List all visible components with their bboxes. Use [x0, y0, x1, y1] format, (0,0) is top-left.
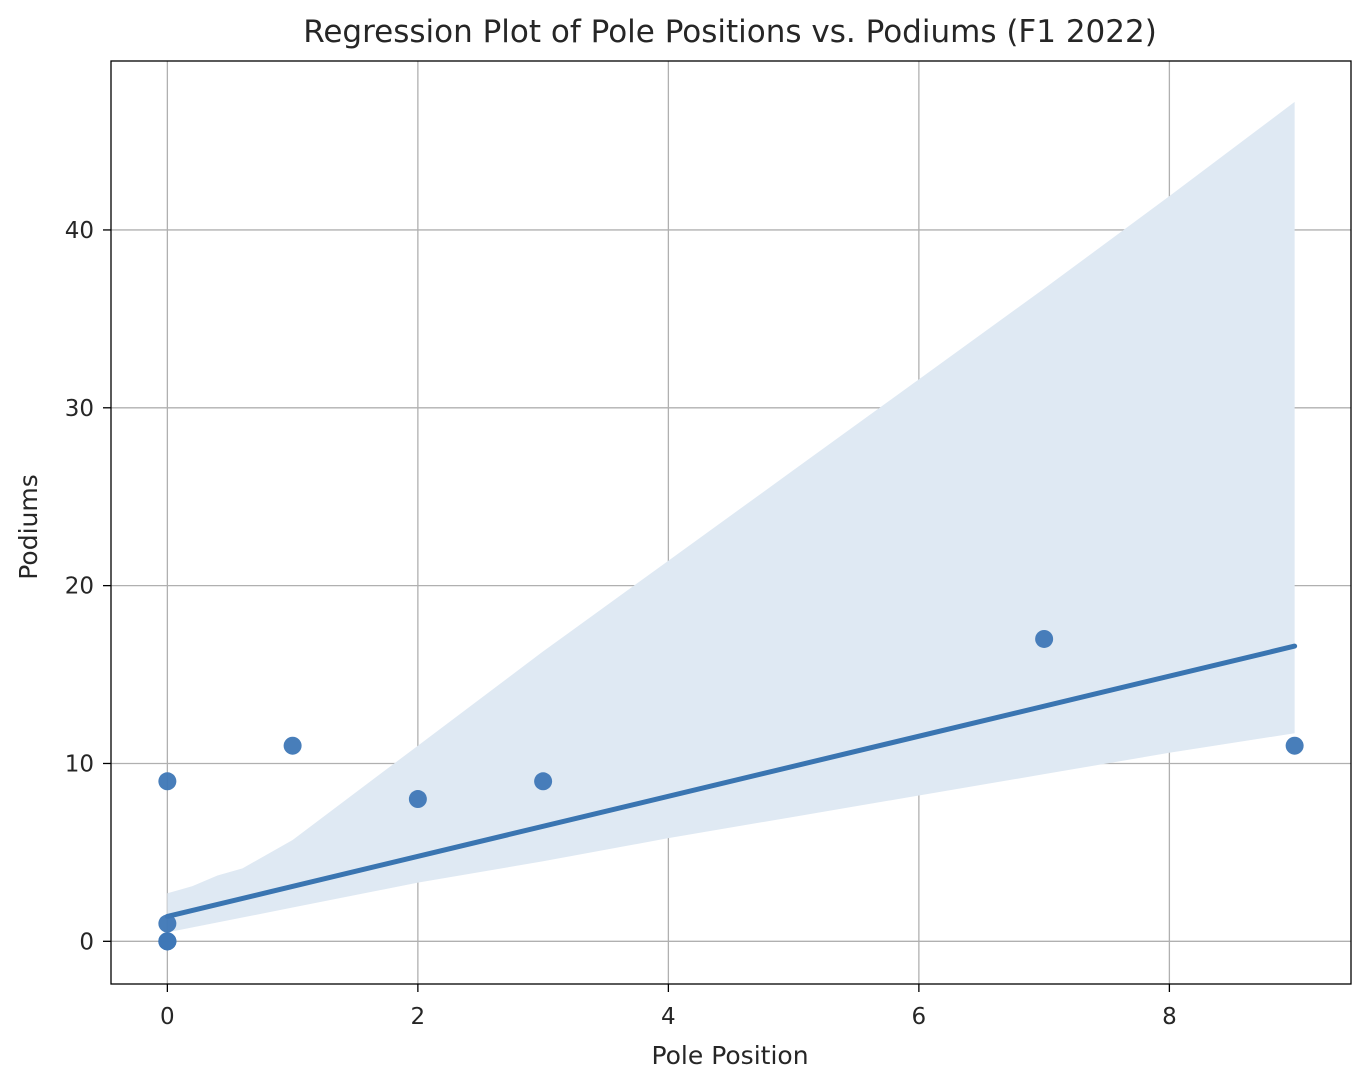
x-axis-label: Pole Position — [651, 1041, 808, 1070]
data-points-layer — [158, 629, 1304, 951]
data-point — [158, 772, 177, 791]
y-tick-label: 40 — [65, 218, 94, 244]
x-tick-label: 6 — [912, 1004, 927, 1030]
confidence-band-layer — [167, 101, 1295, 933]
data-point — [1285, 736, 1304, 755]
y-axis-label: Podiums — [14, 474, 43, 580]
y-tick-label: 20 — [65, 574, 94, 600]
confidence-band — [167, 101, 1295, 933]
plot-frame — [110, 60, 1352, 985]
regression-line-layer — [164, 643, 1298, 919]
x-tick-label: 2 — [411, 1004, 426, 1030]
data-point — [408, 790, 427, 809]
y-axis-ticks: 0 10 20 30 40 — [65, 218, 111, 955]
regression-line — [164, 643, 1298, 919]
data-point — [283, 736, 302, 755]
chart-title: Regression Plot of Pole Positions vs. Po… — [303, 14, 1157, 50]
x-tick-label: 4 — [661, 1004, 676, 1030]
y-tick-label: 0 — [79, 929, 94, 955]
x-tick-label: 0 — [160, 1004, 175, 1030]
y-tick-label: 30 — [65, 396, 94, 422]
y-tick-label: 10 — [65, 751, 94, 777]
data-point — [1035, 629, 1054, 648]
data-point — [158, 932, 177, 951]
x-axis-ticks: 0 2 4 6 8 — [160, 984, 1177, 1030]
data-point — [534, 772, 553, 791]
data-point — [158, 914, 177, 933]
x-tick-label: 8 — [1162, 1004, 1177, 1030]
